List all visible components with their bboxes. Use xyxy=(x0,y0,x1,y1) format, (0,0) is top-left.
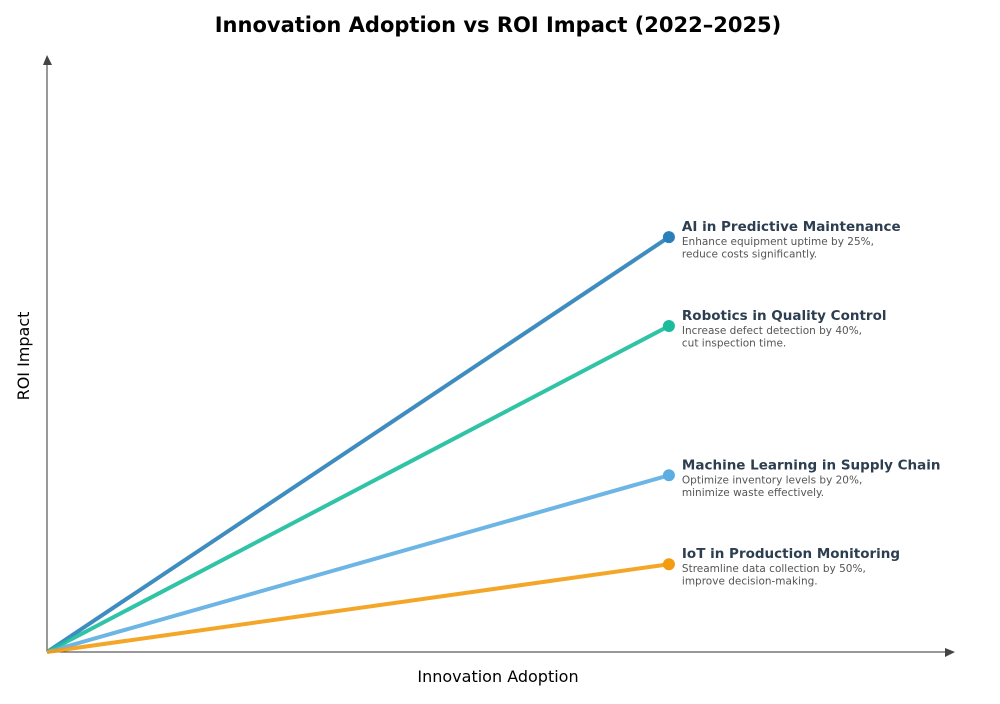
series-label: Robotics in Quality Control xyxy=(682,308,887,324)
series-description: Streamline data collection by 50%, xyxy=(682,563,866,575)
series-2: Machine Learning in Supply ChainOptimize… xyxy=(46,457,941,654)
series-description: reduce costs significantly. xyxy=(682,249,817,261)
x-axis-label: Innovation Adoption xyxy=(417,667,578,686)
series-description: cut inspection time. xyxy=(682,338,786,350)
series-label: Machine Learning in Supply Chain xyxy=(682,457,941,473)
series-line xyxy=(46,473,670,654)
series-description: Increase defect detection by 40%, xyxy=(682,325,862,337)
series-line xyxy=(46,324,670,654)
series-label: IoT in Production Monitoring xyxy=(682,546,900,562)
series-endpoint xyxy=(662,469,675,482)
series-label: AI in Predictive Maintenance xyxy=(682,219,901,235)
series-description: Enhance equipment uptime by 25%, xyxy=(682,236,874,248)
series-description: Optimize inventory levels by 20%, xyxy=(682,474,862,486)
series-endpoint xyxy=(662,231,675,244)
series-description: minimize waste effectively. xyxy=(682,487,824,499)
series-line xyxy=(45,235,671,654)
y-axis-arrow-icon xyxy=(43,55,52,65)
series-endpoint xyxy=(662,558,675,571)
series-description: improve decision-making. xyxy=(682,576,818,588)
y-axis-label: ROI Impact xyxy=(14,312,33,401)
chart-title: Innovation Adoption vs ROI Impact (2022–… xyxy=(215,13,782,37)
series-endpoint xyxy=(662,320,675,333)
series-line xyxy=(46,562,670,654)
x-axis-arrow-icon xyxy=(945,648,955,657)
